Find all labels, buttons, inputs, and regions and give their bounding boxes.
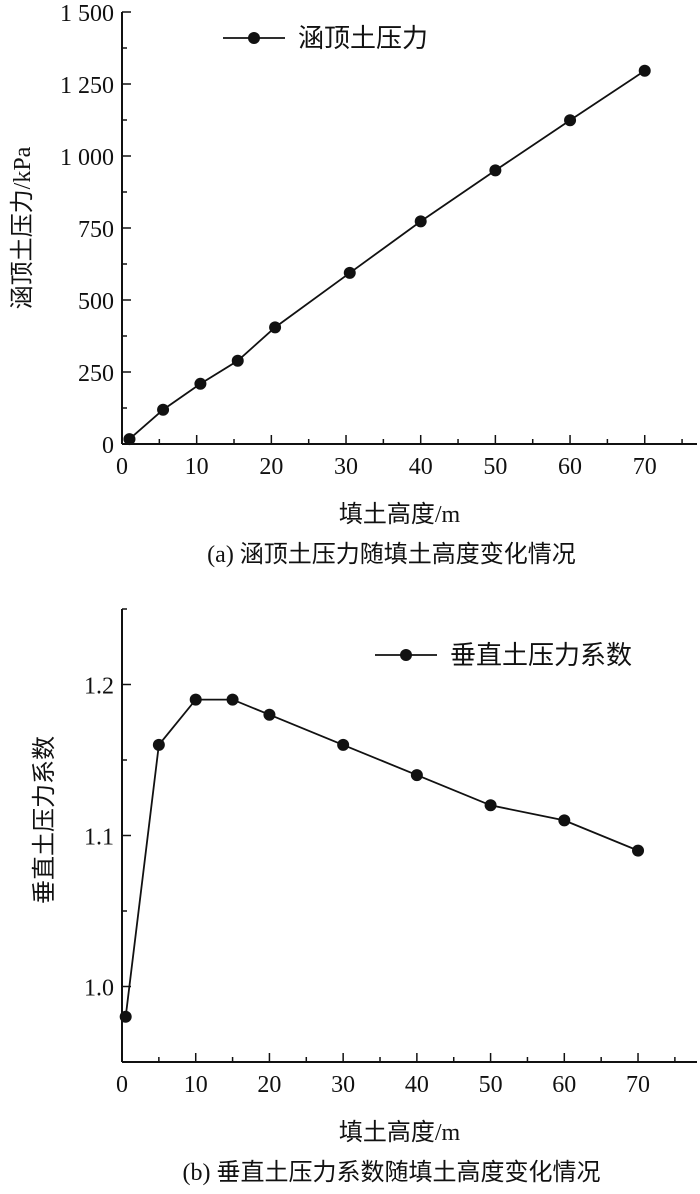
x-tick-label: 0	[116, 1072, 128, 1098]
data-point	[226, 693, 239, 706]
x-tick-label: 60	[552, 1072, 576, 1098]
y-tick-label: 500	[78, 289, 114, 315]
legend-label: 涵顶土压力	[298, 24, 428, 53]
x-axis-label: 填土高度/m	[339, 1119, 461, 1146]
data-point	[489, 164, 502, 177]
y-tick-label: 1.0	[84, 976, 114, 1002]
series-line	[124, 698, 639, 1017]
data-point	[564, 114, 577, 127]
data-point	[414, 215, 427, 228]
data-point	[194, 377, 207, 390]
x-tick-label: 70	[633, 454, 657, 480]
data-point	[638, 64, 651, 77]
y-tick-label: 1 250	[60, 73, 114, 99]
x-tick-label: 40	[405, 1072, 429, 1098]
x-tick-label: 20	[257, 1072, 281, 1098]
data-point	[119, 1010, 132, 1023]
data-point	[269, 321, 282, 334]
chart-a: 0 10 20 30 40 50 60 70 0 250 500 750 1 000 1 250 1 500…	[9, 1, 697, 568]
series-line	[128, 70, 646, 440]
legend-label: 垂直土压力系数	[450, 641, 632, 670]
y-tick-label: 1.1	[84, 825, 114, 851]
data-point	[484, 799, 497, 812]
data-point	[152, 738, 165, 751]
y-tick-label: 1.2	[84, 674, 114, 700]
legend-marker	[248, 32, 260, 44]
data-point	[189, 693, 202, 706]
chart-caption: (b) 垂直土压力系数随填土高度变化情况	[183, 1159, 601, 1186]
legend-marker	[400, 649, 412, 661]
x-tick-label: 20	[259, 454, 283, 480]
data-point	[157, 403, 170, 416]
y-tick-label: 750	[78, 217, 114, 243]
x-tick-label: 50	[483, 454, 507, 480]
data-point	[231, 354, 244, 367]
data-point	[343, 266, 356, 279]
x-tick-label: 40	[409, 454, 433, 480]
y-tick-label: 0	[102, 433, 114, 459]
y-axis-label: 涵顶土压力/kPa	[9, 146, 36, 309]
data-point	[123, 433, 136, 446]
data-point	[632, 844, 645, 857]
data-point	[263, 708, 276, 721]
y-tick-label: 250	[78, 361, 114, 387]
x-tick-label: 10	[184, 1072, 208, 1098]
x-tick-label: 10	[185, 454, 209, 480]
y-tick-label: 1 000	[60, 145, 114, 171]
x-tick-label: 60	[558, 454, 582, 480]
x-tick-label: 0	[116, 454, 128, 480]
y-tick-label: 1 500	[60, 1, 114, 27]
x-tick-label: 50	[479, 1072, 503, 1098]
y-axis-label: 垂直土压力系数	[31, 736, 58, 904]
x-axis-label: 填土高度/m	[339, 501, 461, 528]
x-tick-label: 30	[331, 1072, 355, 1098]
x-tick-label: 70	[626, 1072, 650, 1098]
x-tick-label: 30	[334, 454, 358, 480]
data-point	[410, 769, 423, 782]
data-point	[558, 814, 571, 827]
data-point	[337, 738, 350, 751]
chart-caption: (a) 涵顶土压力随填土高度变化情况	[207, 541, 576, 568]
